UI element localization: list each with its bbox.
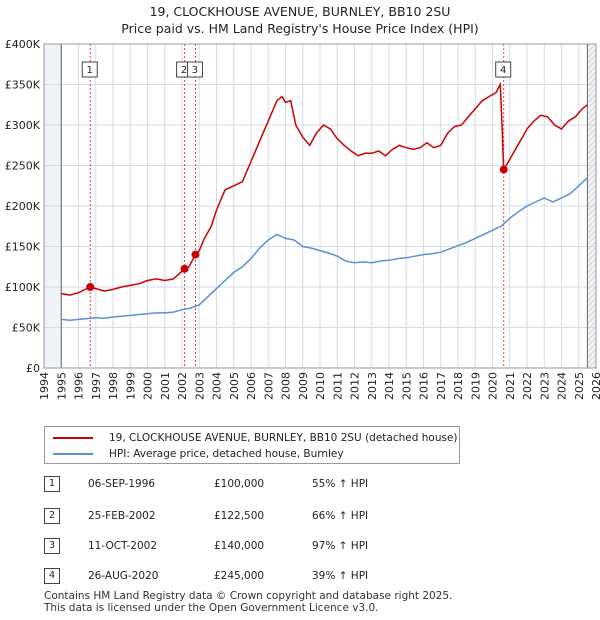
transaction-date: 06-SEP-1996 [88, 478, 156, 490]
transaction-hpi-change: 55% ↑ HPI [312, 478, 369, 490]
sale-marker-label: 3 [192, 65, 198, 76]
x-tick-label: 2005 [228, 372, 241, 400]
x-tick-label: 2017 [435, 372, 448, 400]
legend-swatch-property [53, 437, 93, 439]
x-tick-label: 2003 [193, 372, 206, 400]
transaction-price: £122,500 [214, 510, 265, 522]
transaction-hpi-change: 66% ↑ HPI [312, 510, 369, 522]
x-tick-label: 2025 [573, 372, 586, 400]
x-tick-label: 2012 [349, 372, 362, 400]
sale-marker-badge [186, 61, 203, 78]
transaction-number-badge: 3 [44, 538, 60, 554]
footer-licence: This data is licensed under the Open Gov… [44, 602, 379, 614]
x-tick-label: 2007 [262, 372, 275, 400]
sale-point [191, 250, 200, 259]
sale-point [499, 165, 508, 174]
chart-legend: 19, CLOCKHOUSE AVENUE, BURNLEY, BB10 2SU… [44, 426, 460, 464]
x-tick-label: 2024 [556, 372, 569, 400]
table-row: 4 26-AUG-2020 £245,000 39% ↑ HPI [0, 568, 600, 588]
x-tick-label: 2026 [590, 372, 600, 400]
y-tick-label: £400K [5, 38, 41, 51]
y-tick-label: £100K [5, 281, 41, 294]
sale-marker-label: 4 [500, 65, 506, 76]
x-tick-label: 2002 [176, 372, 189, 400]
transaction-date: 25-FEB-2002 [88, 510, 156, 522]
x-tick-label: 2018 [452, 372, 465, 400]
table-row: 3 11-OCT-2002 £140,000 97% ↑ HPI [0, 538, 600, 558]
x-tick-label: 2022 [521, 372, 534, 400]
legend-label-property: 19, CLOCKHOUSE AVENUE, BURNLEY, BB10 2SU… [109, 432, 458, 444]
x-tick-label: 2006 [245, 372, 258, 400]
x-tick-label: 2011 [331, 372, 344, 400]
x-tick-label: 2023 [538, 372, 551, 400]
hpi-line [61, 177, 588, 321]
plot-border [43, 43, 597, 369]
sale-marker-badge [81, 61, 98, 78]
x-tick-label: 2010 [314, 372, 327, 400]
x-tick-label: 1999 [124, 372, 137, 400]
x-tick-label: 2016 [418, 372, 431, 400]
transaction-number-badge: 2 [44, 508, 60, 524]
x-tick-label: 2014 [383, 372, 396, 400]
x-tick-label: 2001 [159, 372, 172, 400]
x-tick-label: 2015 [400, 372, 413, 400]
price-chart: 1 2 3 4 £0 £50K £100K £150K £200K £250K £300K £350K… [5, 38, 600, 400]
sale-marker-label: 2 [181, 65, 187, 76]
transaction-number-badge: 1 [44, 476, 60, 492]
footer-copyright: Contains HM Land Registry data © Crown c… [44, 590, 453, 602]
chart-subtitle: Price paid vs. HM Land Registry's House … [121, 21, 479, 36]
y-tick-label: £150K [5, 241, 41, 254]
transaction-number-badge: 4 [44, 568, 60, 584]
y-tick-label: £250K [5, 160, 41, 173]
transaction-price: £100,000 [214, 478, 265, 490]
x-tick-label: 2013 [366, 372, 379, 400]
legend-swatch-hpi [53, 453, 93, 455]
chart-title: 19, CLOCKHOUSE AVENUE, BURNLEY, BB10 2SU [149, 4, 451, 19]
x-tick-label: 2004 [211, 372, 224, 400]
y-tick-label: £200K [5, 200, 41, 213]
y-tick-label: £350K [5, 79, 41, 92]
x-tick-label: 2019 [469, 372, 482, 400]
x-tick-label: 2008 [280, 372, 293, 400]
x-tick-label: 2021 [504, 372, 517, 400]
transaction-hpi-change: 97% ↑ HPI [312, 540, 369, 552]
sale-marker-badge [495, 61, 512, 78]
x-tick-label: 2020 [487, 372, 500, 400]
x-tick-label: 1994 [38, 372, 51, 400]
x-tick-label: 1997 [90, 372, 103, 400]
table-row: 2 25-FEB-2002 £122,500 66% ↑ HPI [0, 508, 600, 528]
y-tick-label: £0 [26, 362, 40, 375]
x-tick-label: 2009 [297, 372, 310, 400]
transaction-hpi-change: 39% ↑ HPI [312, 570, 369, 582]
legend-item-property: 19, CLOCKHOUSE AVENUE, BURNLEY, BB10 2SU… [53, 430, 458, 446]
transaction-price: £245,000 [214, 570, 265, 582]
legend-label-hpi: HPI: Average price, detached house, Burn… [109, 448, 344, 460]
sale-marker-label: 1 [87, 65, 93, 76]
transaction-date: 11-OCT-2002 [88, 540, 157, 552]
legend-item-hpi: HPI: Average price, detached house, Burn… [53, 446, 344, 462]
x-tick-label: 1998 [107, 372, 120, 400]
x-tick-label: 1996 [73, 372, 86, 400]
x-tick-label: 1995 [55, 372, 68, 400]
y-tick-label: £300K [5, 119, 41, 132]
sale-point [180, 264, 189, 273]
transaction-price: £140,000 [214, 540, 265, 552]
transaction-date: 26-AUG-2020 [88, 570, 159, 582]
sale-point [86, 283, 95, 291]
x-tick-label: 2000 [142, 372, 155, 400]
y-tick-label: £50K [12, 322, 41, 335]
table-row: 1 06-SEP-1996 £100,000 55% ↑ HPI [0, 476, 600, 496]
